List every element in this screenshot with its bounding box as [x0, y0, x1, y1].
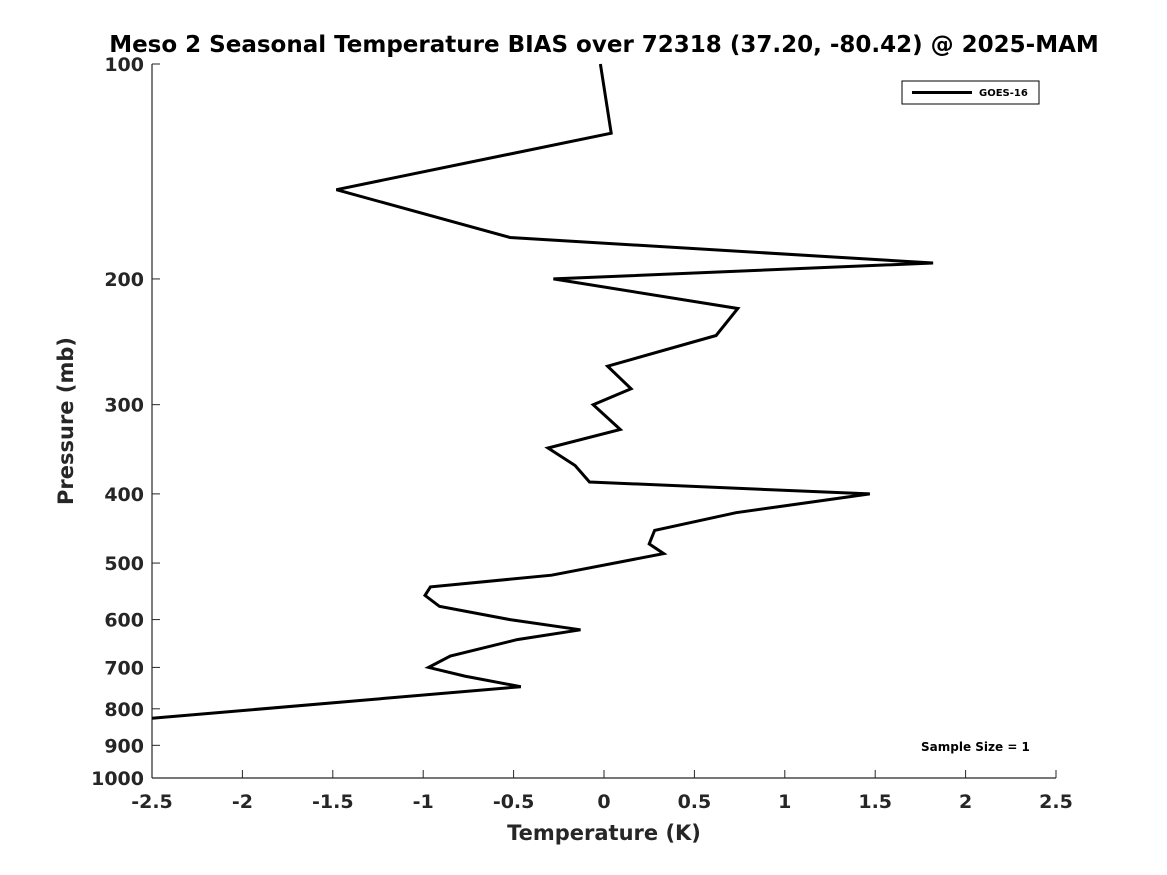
- plot-axes: -2.5 -2 -1.5 -1 -0.5 0 0.5 1 1.5 2 2.5 100 200 300 400…: [91, 54, 1073, 813]
- x-tick-label: -2: [232, 791, 253, 813]
- x-tick-label: 2.5: [1039, 791, 1073, 813]
- legend: GOES-16: [901, 80, 1040, 105]
- legend-entry-goes-16: GOES-16: [979, 88, 1028, 99]
- y-tick-label: 900: [104, 735, 144, 757]
- sample-size-annotation: Sample Size = 1: [921, 740, 1030, 754]
- y-tick-label: 700: [104, 657, 144, 679]
- y-tick-label: 200: [104, 269, 144, 291]
- y-tick-label: 100: [104, 54, 144, 76]
- x-tick-label: -2.5: [131, 791, 173, 813]
- x-tick-label: -1.5: [312, 791, 354, 813]
- y-tick-label: 1000: [91, 768, 144, 790]
- x-tick-label: 0: [597, 791, 610, 813]
- x-tick-label: -0.5: [493, 791, 535, 813]
- y-tick-label: 300: [104, 395, 144, 417]
- y-tick-label: 800: [104, 699, 144, 721]
- y-tick-label: 500: [104, 553, 144, 575]
- x-tick-label: -1: [413, 791, 434, 813]
- series-line-goes-16: [151, 63, 934, 720]
- x-tick-label: 1.5: [858, 791, 892, 813]
- y-axis-label: Pressure (mb): [54, 337, 78, 505]
- y-tick-label: 600: [104, 610, 144, 632]
- y-tick-label: 400: [104, 484, 144, 506]
- x-axis-label: Temperature (K): [507, 821, 701, 845]
- x-tick-label: 1: [778, 791, 791, 813]
- x-tick-label: 0.5: [678, 791, 712, 813]
- x-tick-label: 2: [959, 791, 972, 813]
- chart-title: Meso 2 Seasonal Temperature BIAS over 72…: [109, 32, 1099, 58]
- plot-series: [151, 63, 934, 720]
